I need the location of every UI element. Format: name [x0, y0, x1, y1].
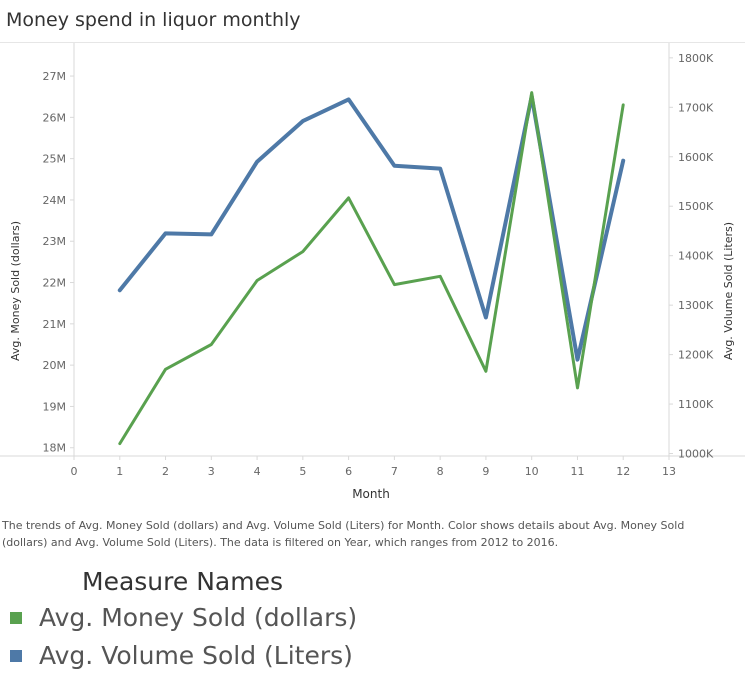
chart-lines	[117, 91, 626, 446]
y-right-tick-label: 1200K	[678, 349, 714, 362]
y-right-tick-label: 1500K	[678, 200, 714, 213]
chart-caption: The trends of Avg. Money Sold (dollars) …	[2, 519, 685, 549]
y-left-tick-label: 26M	[43, 111, 67, 124]
chart-title: Money spend in liquor monthly	[6, 9, 301, 31]
y-right-tick-label: 1800K	[678, 52, 714, 65]
y-right-tick-label: 1000K	[678, 448, 714, 461]
y-left-tick-label: 20M	[43, 359, 67, 372]
y-left-tick-label: 22M	[43, 277, 67, 290]
x-tick-label: 12	[616, 465, 630, 478]
series-line-volume	[117, 94, 626, 362]
x-tick-label: 7	[391, 465, 398, 478]
legend-label-money: Avg. Money Sold (dollars)	[39, 603, 358, 632]
legend-title: Measure Names	[82, 567, 283, 596]
x-tick-label: 2	[162, 465, 169, 478]
y-axis-left-label: Avg. Money Sold (dollars)	[9, 221, 22, 361]
legend-swatch-volume	[10, 649, 22, 662]
series-line-money	[118, 91, 625, 446]
x-tick-label: 1	[116, 465, 123, 478]
x-tick-label: 10	[525, 465, 539, 478]
y-right-tick-label: 1300K	[678, 299, 714, 312]
y-left-tick-label: 23M	[43, 235, 67, 248]
x-axis-label: Month	[352, 487, 390, 501]
x-tick-label: 3	[208, 465, 215, 478]
y-left-tick-label: 27M	[43, 70, 67, 83]
y-left-tick-label: 25M	[43, 153, 67, 166]
y-right-tick-label: 1100K	[678, 398, 714, 411]
x-tick-label: 5	[299, 465, 306, 478]
legend-item-money[interactable]: Avg. Money Sold (dollars)	[10, 603, 357, 632]
legend-swatch-money	[10, 611, 22, 624]
x-tick-label: 0	[71, 465, 78, 478]
y-left-tick-label: 19M	[43, 400, 67, 413]
dual-axis-line-chart: 18M 19M 20M 21M 22M 23M 24M 25M 26M 27M 1000K 1100K…	[0, 43, 745, 501]
title-divider	[0, 42, 745, 43]
x-tick-label: 9	[482, 465, 489, 478]
y-right-tick-label: 1400K	[678, 250, 714, 263]
y-right-tick-label: 1600K	[678, 151, 714, 164]
x-tick-label: 4	[254, 465, 261, 478]
x-tick-label: 11	[570, 465, 584, 478]
y-left-tick-label: 24M	[43, 194, 67, 207]
y-right-tick-label: 1700K	[678, 101, 714, 114]
x-tick-label: 8	[437, 465, 444, 478]
y-axis-right-label: Avg. Volume Sold (Liters)	[722, 222, 735, 360]
chart-ticks: 18M 19M 20M 21M 22M 23M 24M 25M 26M 27M 1000K 1100K…	[43, 52, 714, 478]
x-tick-label: 6	[345, 465, 352, 478]
y-left-tick-label: 21M	[43, 318, 67, 331]
legend-label-volume: Avg. Volume Sold (Liters)	[39, 641, 353, 670]
y-left-tick-label: 18M	[43, 442, 67, 455]
legend-item-volume[interactable]: Avg. Volume Sold (Liters)	[10, 641, 353, 670]
x-tick-label: 13	[662, 465, 676, 478]
chart-axes	[0, 43, 745, 457]
